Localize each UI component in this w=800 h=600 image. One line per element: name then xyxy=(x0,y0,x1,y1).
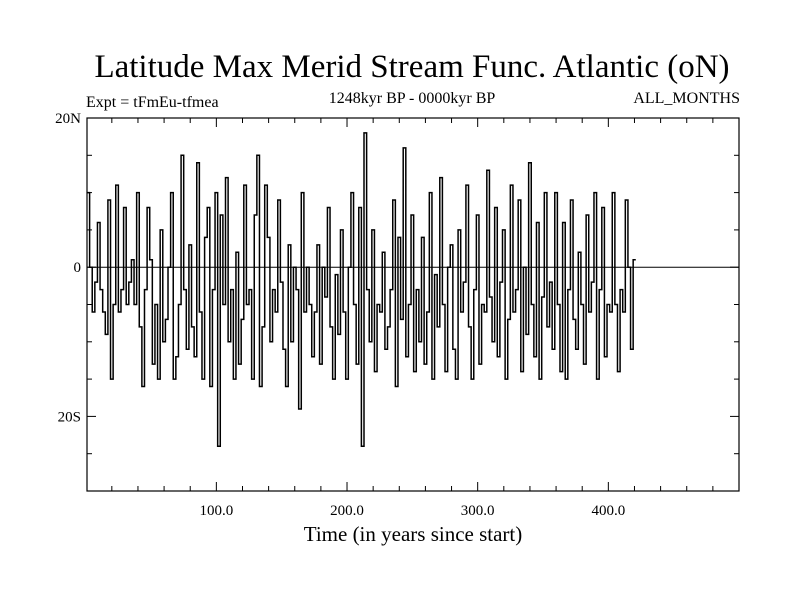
experiment-label: Expt = tFmEu-tfmea xyxy=(86,94,219,111)
chart-title: Latitude Max Merid Stream Func. Atlantic… xyxy=(94,49,729,85)
time-range-label: 1248kyr BP - 0000kyr BP xyxy=(329,90,496,107)
y-tick-label: 20S xyxy=(58,409,81,425)
x-axis-label: Time (in years since start) xyxy=(304,522,523,546)
x-tick-label: 300.0 xyxy=(461,503,495,519)
months-label: ALL_MONTHS xyxy=(633,90,740,107)
series-line-0 xyxy=(87,132,636,447)
axes: 20N 0 20S 100.0 200.0 300.0 400.0 xyxy=(55,111,739,519)
x-tick-label: 200.0 xyxy=(330,503,364,519)
plot-area xyxy=(87,132,739,447)
x-tick-label: 400.0 xyxy=(591,503,625,519)
y-tick-label: 0 xyxy=(74,260,82,276)
y-tick-label: 20N xyxy=(55,111,81,127)
x-tick-label: 100.0 xyxy=(199,503,233,519)
